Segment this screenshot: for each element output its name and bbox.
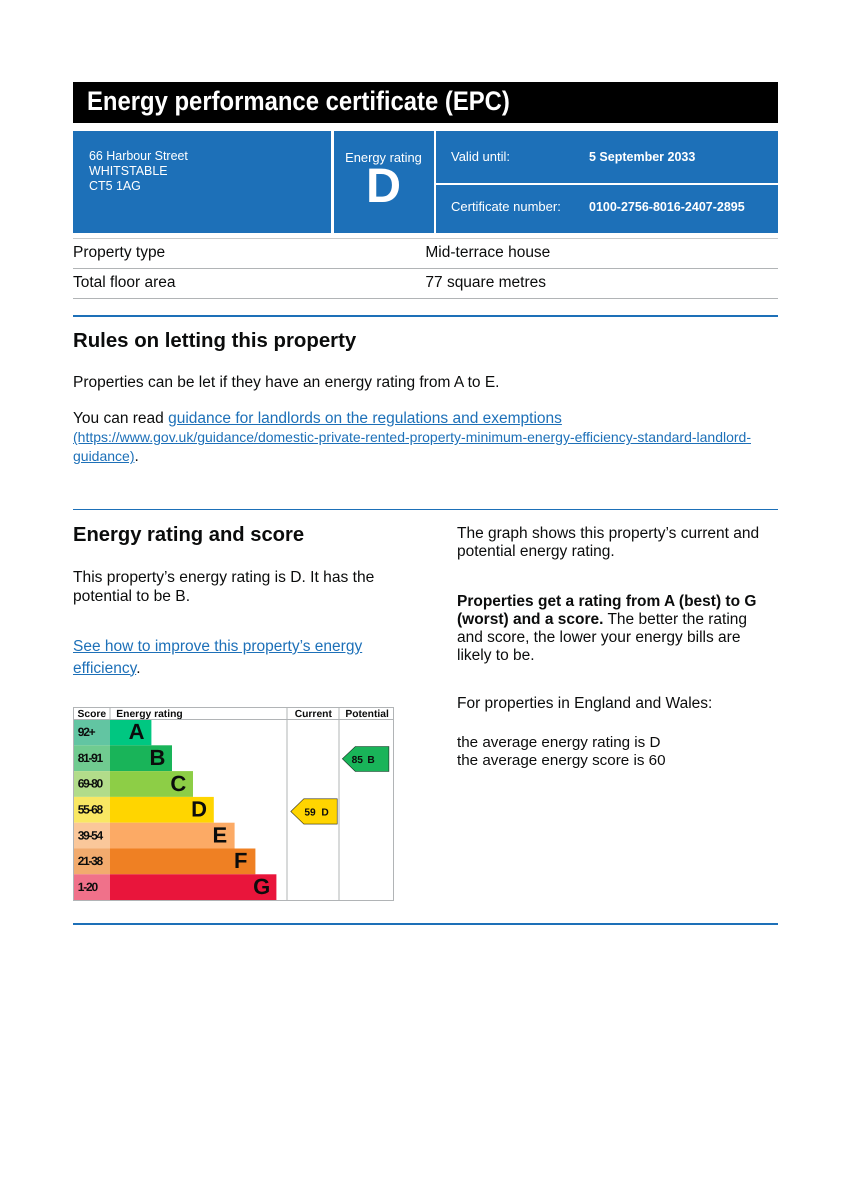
svg-text:D: D: [321, 807, 328, 818]
svg-text:59: 59: [304, 807, 316, 818]
svg-text:G: G: [253, 874, 270, 899]
svg-text:81-91: 81-91: [78, 751, 104, 765]
svg-text:1-20: 1-20: [78, 880, 99, 894]
svg-text:C: C: [170, 771, 186, 796]
svg-text:B: B: [367, 755, 374, 766]
svg-text:21-38: 21-38: [78, 854, 104, 868]
svg-text:85: 85: [352, 755, 364, 766]
svg-text:F: F: [234, 848, 247, 873]
svg-text:69-80: 69-80: [78, 777, 104, 791]
svg-text:92+: 92+: [78, 725, 96, 739]
svg-text:D: D: [191, 797, 207, 822]
svg-text:Score: Score: [77, 709, 106, 720]
svg-text:55-68: 55-68: [78, 803, 104, 817]
svg-text:Energy rating: Energy rating: [116, 709, 182, 720]
svg-text:B: B: [150, 745, 166, 770]
svg-text:Current: Current: [295, 709, 333, 720]
svg-text:Potential: Potential: [345, 709, 389, 720]
svg-text:A: A: [129, 719, 145, 744]
svg-text:E: E: [213, 822, 228, 847]
svg-text:39-54: 39-54: [78, 828, 104, 842]
